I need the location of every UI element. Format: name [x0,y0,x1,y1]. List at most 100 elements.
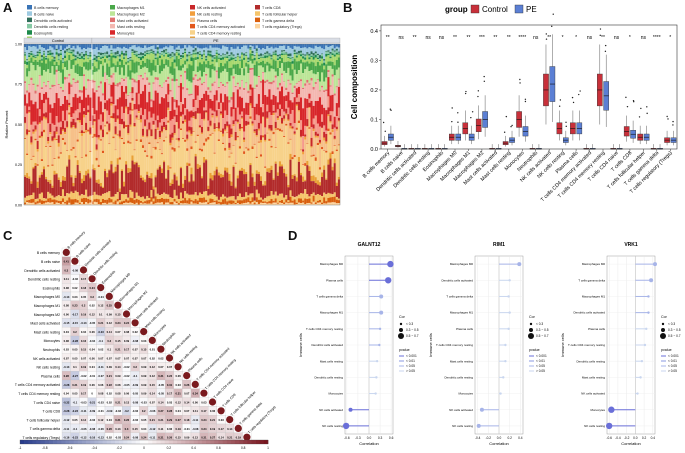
lollipop-dot [375,359,379,363]
composition-segment [165,82,168,95]
diagonal-circle [131,319,139,327]
composition-segment [287,57,290,62]
composition-segment [97,195,100,200]
composition-segment [34,55,37,57]
correlation-value: 0.2 [90,295,94,299]
composition-segment [186,134,189,139]
composition-segment [74,110,77,123]
composition-segment [152,100,155,114]
composition-segment [152,70,155,83]
composition-segment [293,69,296,86]
composition-segment [110,45,113,51]
composition-segment [278,55,282,57]
composition-segment [253,129,256,132]
outlier-point [558,105,561,107]
composition-segment [68,53,71,55]
outlier-point [551,25,553,28]
composition-segment [302,53,305,55]
composition-segment [131,93,134,98]
composition-segment [24,123,27,139]
composition-segment [24,47,27,53]
composition-segment [318,46,322,56]
composition-segment [293,44,296,46]
composition-segment [148,44,151,48]
row-label: T cells CD4 memory resting [436,343,473,347]
composition-segment [329,46,332,52]
composition-segment [276,116,279,118]
composition-segment [243,203,246,205]
row-label: NK cells resting [36,366,60,370]
composition-segment [127,57,130,60]
correlation-value: 0.03 [175,383,181,387]
composition-segment [167,52,170,54]
composition-segment [150,178,153,190]
composition-segment [259,142,263,155]
legend-swatch [190,30,195,35]
composition-segment [285,115,288,124]
composition-segment [314,204,317,205]
composition-segment [255,61,258,77]
composition-segment [108,144,111,170]
composition-segment [177,140,180,142]
composition-segment [306,79,309,83]
composition-segment [289,153,292,160]
composition-segment [72,127,75,147]
composition-segment [42,116,46,119]
composition-segment [289,139,292,154]
composition-segment [306,61,309,67]
composition-segment [32,85,35,105]
row-label: T cells gamma delta [446,295,473,299]
composition-segment [240,200,244,204]
composition-segment [186,138,189,141]
composition-segment [266,202,269,204]
composition-segment [160,131,164,133]
composition-segment [323,192,326,198]
composition-segment [165,46,168,50]
correlation-value: 0.03 [72,295,78,299]
colorbar-tick-label: 0 [143,446,145,450]
composition-segment [158,58,161,66]
composition-segment [240,203,244,205]
composition-segment [32,61,35,66]
composition-segment [72,51,75,55]
composition-segment [200,194,204,198]
composition-segment [262,184,265,186]
composition-segment [314,83,317,101]
legend-swatch-control [470,4,480,14]
composition-segment [66,44,69,47]
composition-segment [259,107,263,124]
y-tick-label: 0.75 [15,83,22,87]
composition-segment [167,54,170,58]
composition-segment [148,203,151,205]
composition-segment [240,52,244,54]
composition-segment [51,140,54,142]
composition-segment [87,109,90,113]
composition-segment [283,62,286,71]
composition-segment [85,89,88,98]
composition-segment [329,85,332,87]
composition-segment [95,202,98,205]
composition-segment [316,59,319,63]
composition-segment [139,122,143,140]
composition-segment [302,62,305,74]
outlier-point [524,100,527,103]
composition-segment [219,204,223,205]
composition-segment [243,153,246,170]
composition-segment [55,66,58,70]
composition-segment [114,194,117,201]
composition-segment [245,83,248,103]
composition-segment [314,82,317,84]
correlation-value: 0.24 [124,436,130,440]
composition-segment [40,131,44,137]
composition-segment [222,102,225,119]
composition-segment [297,198,301,203]
composition-segment [186,59,189,62]
composition-segment [97,96,100,120]
composition-segment [278,58,282,61]
composition-segment [243,139,246,143]
composition-segment [268,82,271,84]
x-tick-label: -0.2 [624,436,630,440]
composition-segment [163,63,166,69]
composition-segment [104,168,107,172]
composition-segment [28,113,31,131]
